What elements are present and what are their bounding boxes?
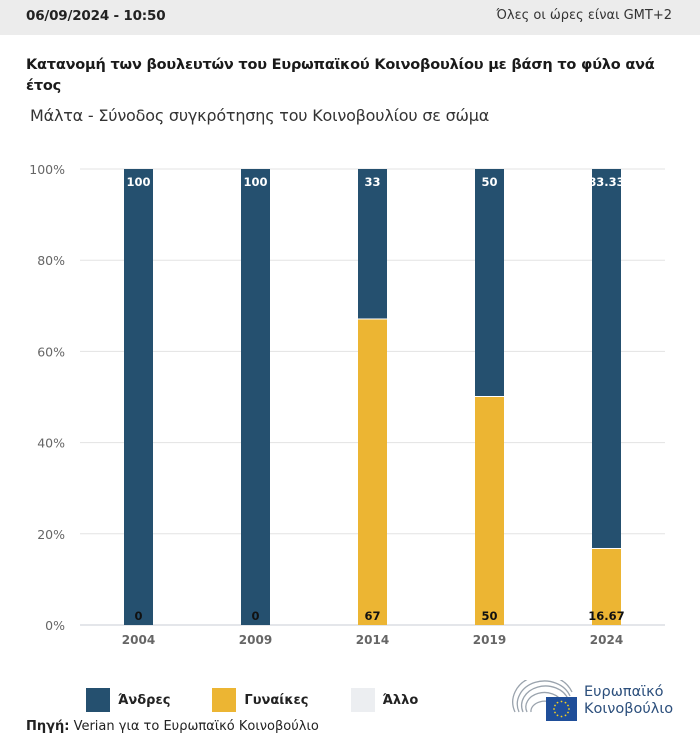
bar-men (124, 169, 153, 625)
y-axis-ticks: 0% 20% 40% 60% 80% 100% (29, 162, 65, 633)
data-label-women: 0 (134, 609, 142, 623)
data-label-women: 0 (251, 609, 259, 623)
x-tick-label: 2019 (473, 633, 506, 647)
y-tick-label: 100% (29, 162, 65, 177)
source-label: Πηγή: (26, 719, 70, 734)
bar-women (592, 548, 621, 625)
x-tick-label: 2004 (122, 633, 155, 647)
parliament-hemicycle-icon (512, 674, 577, 721)
legend: Άνδρες Γυναίκες Άλλο (86, 687, 460, 713)
legend-swatch-men (86, 688, 110, 712)
x-tick-label: 2024 (590, 633, 623, 647)
datetime: 06/09/2024 - 10:50 (26, 8, 166, 24)
bars (124, 169, 621, 625)
legend-item-other[interactable]: Άλλο (350, 688, 419, 712)
legend-label-women: Γυναίκες (244, 692, 309, 708)
timezone-note: Όλες οι ώρες είναι GMT+2 (496, 8, 672, 23)
legend-item-men[interactable]: Άνδρες (86, 688, 170, 712)
y-tick-label: 40% (37, 436, 65, 451)
stacked-bar-chart: 0% 20% 40% 60% 80% 100% 100 0 100 0 33 67 50 50 83.33… (29, 162, 665, 647)
bar-women (475, 397, 504, 625)
x-tick-label: 2009 (239, 633, 272, 647)
data-label-men: 100 (126, 175, 150, 189)
bar-men (475, 169, 504, 396)
data-label-women: 50 (481, 609, 497, 623)
legend-item-women[interactable]: Γυναίκες (212, 688, 309, 712)
bar-women (358, 319, 387, 625)
data-label-men: 50 (481, 175, 497, 189)
top-bar: 06/09/2024 - 10:50 Όλες οι ώρες είναι GM… (0, 0, 700, 35)
bar-men (241, 169, 270, 625)
data-label-men: 33 (364, 175, 380, 189)
data-label-women: 16.67 (588, 609, 624, 623)
logo-line-2: Κοινοβούλιο (584, 701, 674, 717)
data-label-men: 83.33 (588, 175, 624, 189)
chart-title: Κατανομή των βουλευτών του Ευρωπαϊκού Κο… (26, 57, 655, 94)
logo-line-1: Ευρωπαϊκό (584, 684, 664, 700)
legend-label-other: Άλλο (382, 692, 419, 708)
bar-men (592, 169, 621, 548)
y-tick-label: 80% (37, 253, 65, 268)
source-text: Verian για το Ευρωπαϊκό Κοινοβούλιο (69, 719, 319, 734)
data-label-men: 100 (243, 175, 267, 189)
data-label-women: 67 (364, 609, 380, 623)
bar-men (358, 169, 387, 319)
legend-label-men: Άνδρες (118, 692, 171, 708)
chart-subtitle: Μάλτα - Σύνοδος συγκρότησης του Κοινοβου… (30, 106, 490, 125)
y-tick-label: 60% (37, 344, 65, 359)
european-parliament-logo: Ευρωπαϊκό Κοινοβούλιο (512, 674, 687, 722)
data-labels: 100 0 100 0 33 67 50 50 83.33 16.67 (126, 175, 624, 623)
legend-swatch-women (212, 688, 237, 712)
source-note: Πηγή: Verian για το Ευρωπαϊκό Κοινοβούλι… (26, 719, 319, 734)
y-tick-label: 0% (45, 618, 65, 633)
x-tick-label: 2014 (356, 633, 389, 647)
legend-swatch-other (350, 688, 375, 712)
y-tick-label: 20% (37, 527, 65, 542)
x-axis-ticks: 2004 2009 2014 2019 2024 (122, 633, 623, 647)
logo-text: Ευρωπαϊκό Κοινοβούλιο (584, 684, 673, 718)
